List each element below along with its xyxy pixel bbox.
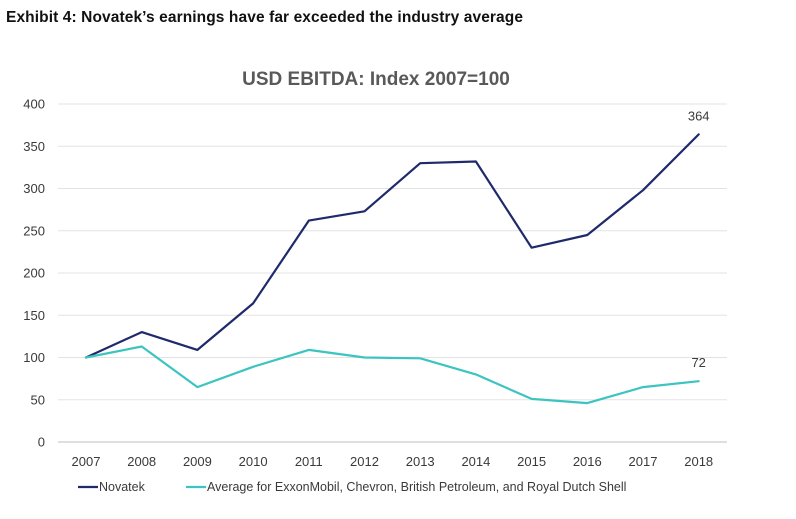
y-tick-label: 50 (31, 392, 45, 407)
x-tick-label: 2012 (350, 454, 379, 469)
y-tick-label: 0 (38, 435, 45, 450)
x-tick-label: 2007 (72, 454, 101, 469)
y-tick-label: 250 (23, 223, 45, 238)
x-axis: 2007 2008 2009 2010 2011 2012 2013 2014 2015 2016… (72, 454, 714, 469)
x-tick-label: 2015 (517, 454, 546, 469)
gridlines (58, 103, 727, 443)
legend: Novatek Average for ExxonMobil, Chevron, … (78, 480, 626, 494)
y-tick-label: 400 (23, 97, 45, 112)
y-tick-label: 300 (23, 181, 45, 196)
series-lines (84, 133, 700, 405)
y-tick-label: 150 (23, 308, 45, 323)
legend-label: Average for ExxonMobil, Chevron, British… (207, 480, 626, 494)
x-tick-label: 2018 (684, 454, 713, 469)
x-tick-label: 2011 (295, 454, 323, 469)
x-tick-label: 2009 (183, 454, 212, 469)
y-tick-label: 200 (23, 266, 45, 281)
x-tick-label: 2010 (239, 454, 268, 469)
x-tick-label: 2013 (406, 454, 435, 469)
end-data-label: 72 (691, 355, 705, 370)
y-axis: 0 50 100 150 200 250 300 350 400 (23, 97, 45, 450)
x-tick-label: 2008 (127, 454, 156, 469)
legend-label: Novatek (99, 480, 146, 494)
y-tick-label: 100 (23, 350, 45, 365)
y-tick-label: 350 (23, 139, 45, 154)
x-tick-label: 2017 (629, 454, 658, 469)
series-line-novatek (84, 133, 700, 359)
end-data-label: 364 (688, 108, 710, 123)
x-tick-label: 2016 (573, 454, 602, 469)
data-labels: 364 72 (688, 108, 710, 370)
series-line-industry-average (84, 345, 700, 405)
x-tick-label: 2014 (461, 454, 490, 469)
exhibit-title: Exhibit 4: Novatek’s earnings have far e… (6, 9, 524, 26)
chart-title: USD EBITDA: Index 2007=100 (242, 69, 510, 90)
